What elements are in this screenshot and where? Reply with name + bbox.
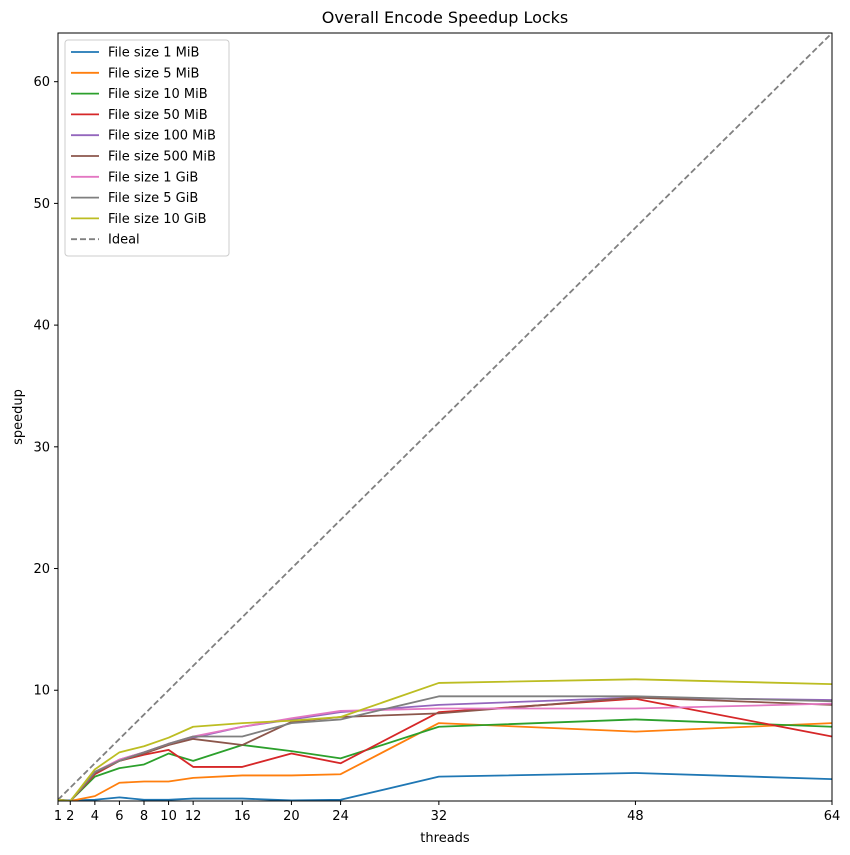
x-tick-label: 10 [160, 809, 177, 824]
x-tick-label: 1 [54, 809, 62, 824]
x-axis-label: threads [420, 831, 470, 846]
x-tick-label: 6 [115, 809, 123, 824]
y-tick-label: 10 [33, 684, 50, 699]
series-line-1 [58, 772, 832, 801]
x-tick-label: 32 [431, 809, 448, 824]
x-tick-label: 2 [66, 809, 74, 824]
y-tick-label: 30 [33, 440, 50, 455]
series-line-ideal [58, 33, 832, 801]
legend-label: File size 1 GiB [108, 170, 198, 185]
x-tick-label: 12 [185, 809, 202, 824]
x-tick-label: 20 [283, 809, 300, 824]
series-line-2 [58, 722, 832, 801]
legend-label: Ideal [108, 233, 140, 248]
legend-label: File size 50 MiB [108, 108, 208, 123]
legend-label: File size 100 MiB [108, 129, 216, 144]
y-axis-ticks: 10 20 30 40 50 60 [33, 75, 58, 699]
plot-frame [57, 32, 833, 802]
y-axis-label: speedup [11, 389, 26, 445]
series-line-8 [58, 695, 832, 801]
x-tick-label: 64 [824, 809, 841, 824]
x-axis-ticks: 1 2 4 6 8 10 12 16 20 24 32 48 64 [54, 801, 840, 824]
series-line-9 [58, 678, 832, 801]
legend: File size 1 MiB File size 5 MiB File size … [64, 39, 230, 257]
x-tick-label: 16 [234, 809, 251, 824]
y-tick-label: 20 [33, 562, 50, 577]
plot-area [58, 33, 832, 801]
legend-label: File size 5 MiB [108, 66, 199, 81]
legend-label: File size 1 MiB [108, 46, 199, 61]
legend-box [64, 39, 230, 257]
x-tick-label: 24 [332, 809, 349, 824]
x-tick-label: 4 [91, 809, 99, 824]
legend-label: File size 10 MiB [108, 87, 208, 102]
chart-title: Overall Encode Speedup Locks [322, 8, 569, 27]
x-tick-label: 48 [627, 809, 644, 824]
series-line-3 [58, 718, 832, 801]
y-tick-label: 50 [33, 197, 50, 212]
y-tick-label: 60 [33, 75, 50, 90]
legend-label: File size 500 MiB [108, 150, 216, 165]
x-tick-label: 8 [140, 809, 148, 824]
legend-label: File size 10 GiB [108, 212, 207, 227]
y-tick-label: 40 [33, 319, 50, 334]
legend-label: File size 5 GiB [108, 191, 198, 206]
